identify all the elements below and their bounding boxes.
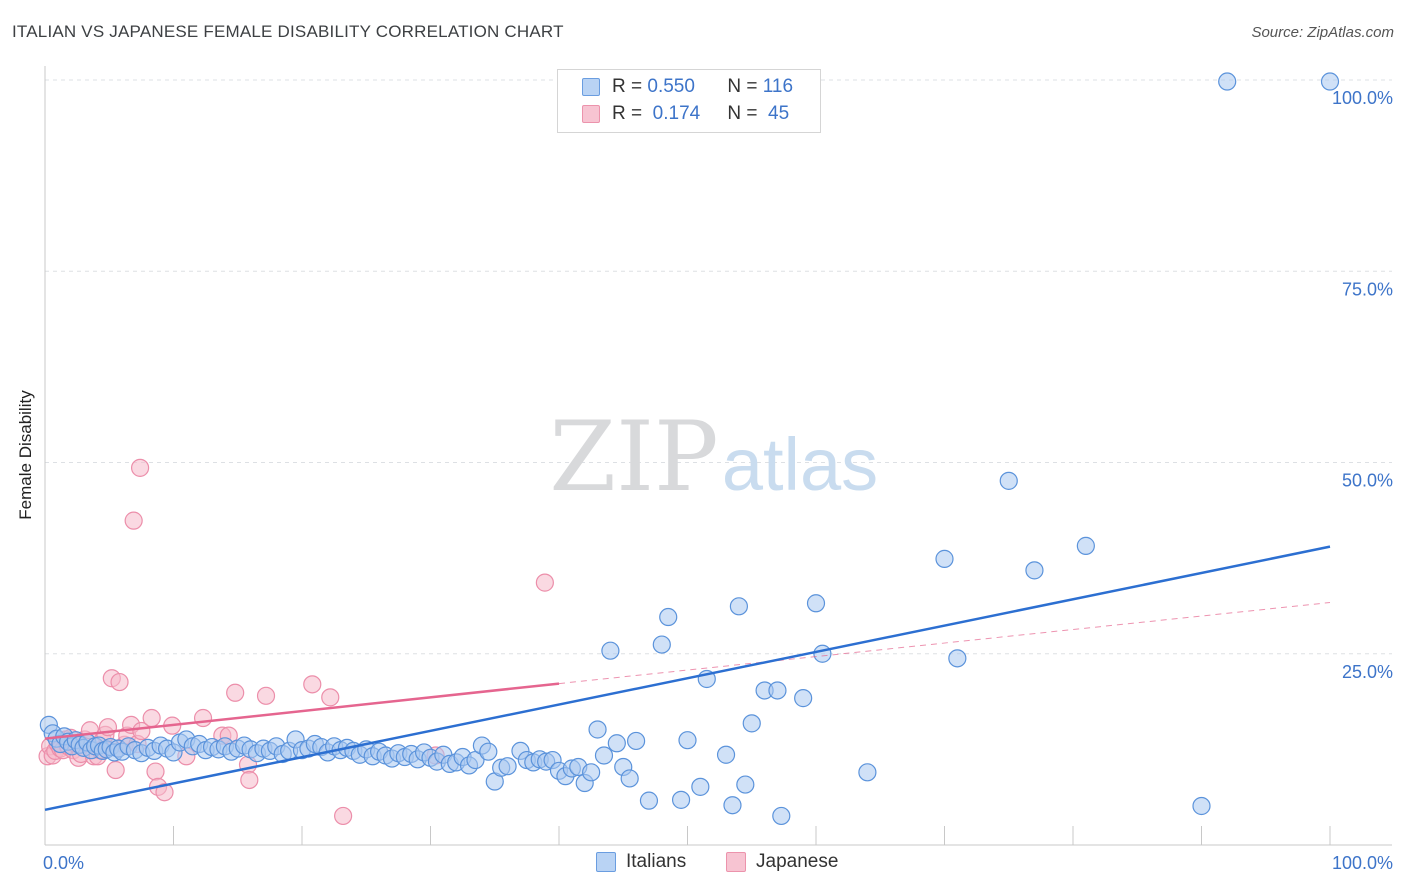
y-tick-label: 100.0% [1332,88,1393,108]
japanese-point [124,511,143,530]
legend-item-japanese[interactable]: Japanese [726,851,838,873]
y-axis-label: Female Disability [16,390,35,520]
italians-point [1218,72,1237,91]
trend-lines [44,545,1331,812]
watermark-zip: ZIP [549,401,718,513]
italians-point [716,745,736,764]
italians-swatch [582,78,600,96]
japanese-point [226,683,245,702]
japanese-point [130,458,150,477]
italians-point [479,742,498,761]
watermark-atlas: atlas [722,423,878,506]
italians-point [813,644,832,663]
italians-point [736,775,755,794]
italians-point [659,607,678,627]
italians-point [1076,536,1095,555]
x-tick-label: 0.0% [43,853,84,873]
watermark: ZIP atlas [549,401,878,513]
stats-legend: R = 0.550 N = 116 R = 0.174 N = 45 [557,69,821,133]
japanese-point [321,688,340,707]
japanese-point [142,708,161,728]
italians-point [639,791,659,810]
italians-point [742,714,761,733]
italians-point [588,720,607,739]
italians-point [772,806,791,826]
japanese-r-label: R = [612,103,648,124]
grid-lines [45,79,1392,655]
japanese-legend-label: Japanese [756,851,839,872]
italians-point [594,746,614,765]
axes [44,66,1392,846]
japanese-legend-swatch [726,852,746,872]
source-label: Source: ZipAtlas.com [1251,24,1394,41]
legend-row-japanese: R = 0.174 N = 45 [582,101,789,127]
japanese-point [256,686,276,705]
italians-point [582,763,601,782]
italians-point [1192,796,1211,816]
italians-point [671,790,691,809]
italians-r-value: 0.550 [647,76,695,97]
italians-trend-line [44,545,1331,812]
chart-title: ITALIAN VS JAPANESE FEMALE DISABILITY CO… [12,22,564,41]
japanese-point [106,760,125,780]
japanese-n-label: N = [727,103,763,124]
italians-point [498,757,517,776]
italians-point [678,731,697,750]
italians-point [691,777,710,796]
italians-point [723,796,742,815]
x-tick-label: 100.0% [1332,853,1393,873]
italians-point [620,769,639,788]
italians-point [858,763,877,782]
japanese-point [240,770,259,790]
japanese-point [155,783,174,802]
japanese-point [535,573,554,592]
italians-point [806,594,826,613]
y-tick-label: 50.0% [1342,471,1393,491]
japanese-n-value: 45 [762,103,790,124]
italians-point [601,641,620,660]
japanese-point [303,675,322,694]
italians-legend-swatch [596,852,616,872]
japanese-r-value: 0.174 [647,103,701,124]
italians-r-label: R = [612,76,648,97]
italians-point [1025,561,1044,580]
y-tick-label: 75.0% [1342,279,1393,299]
italians-n-value: 116 [762,76,794,97]
italians-point [768,681,787,700]
legend-item-italians[interactable]: Italians [596,851,686,873]
japanese-point [110,672,129,692]
japanese-point [146,762,165,781]
japanese-swatch [582,105,600,123]
tick-labels: 100.0% 75.0% 50.0% 25.0% 0.0% 100.0% [43,88,1393,873]
italians-point [626,731,646,751]
japanese-trend-extension [558,601,1331,685]
japanese-trend-line [44,682,560,740]
italians-point [999,471,1018,490]
y-tick-label: 25.0% [1342,662,1393,682]
legend-row-italians: R = 0.550 N = 116 [582,74,793,100]
italians-point [652,635,671,654]
japanese-point [193,708,213,728]
italians-legend-label: Italians [626,851,687,872]
italians-point [607,734,626,753]
italians-point [948,649,967,668]
italians-point [794,689,813,708]
italians-n-label: N = [727,76,763,97]
italians-point [729,597,749,616]
italians-point [935,549,954,568]
italians-point [1320,72,1340,91]
japanese-point [334,806,353,826]
